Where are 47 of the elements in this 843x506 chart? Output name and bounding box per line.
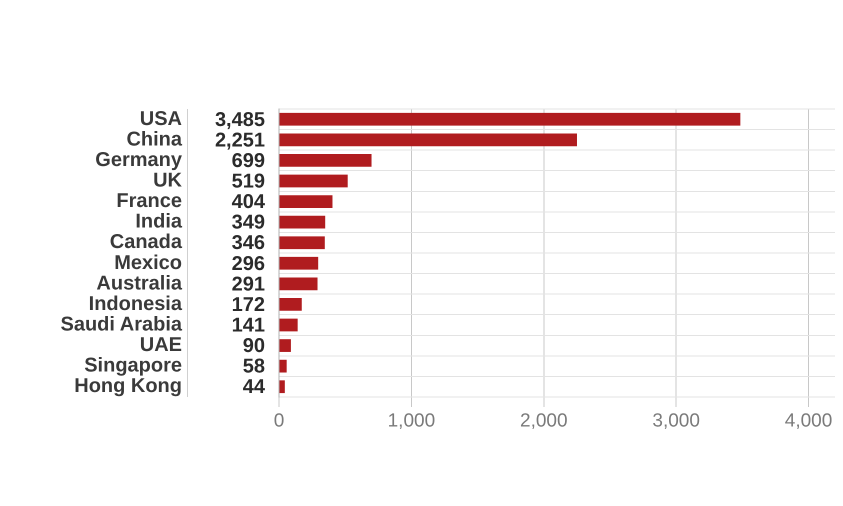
data-label: 90 — [242, 335, 265, 358]
x-tick-label: 0 — [274, 410, 284, 432]
bar — [280, 256, 318, 270]
data-label: 346 — [232, 232, 265, 254]
y-tick-label: USA — [140, 108, 182, 130]
data-label: 141 — [232, 314, 265, 337]
data-label: 404 — [232, 191, 266, 214]
data-label: 296 — [232, 252, 265, 275]
y-tick-label: Singapore — [84, 354, 182, 377]
y-tick-label: Saudi Arabia — [60, 314, 183, 336]
y-tick-label: UK — [153, 170, 183, 192]
bar — [280, 154, 372, 167]
bar — [280, 195, 332, 208]
y-tick-label: Canada — [110, 231, 183, 254]
data-label: 519 — [232, 170, 265, 193]
x-tick-label: 3,000 — [652, 410, 700, 432]
data-label: 3,485 — [214, 108, 265, 131]
bar — [280, 174, 348, 188]
data-label: 58 — [242, 356, 265, 378]
y-tick-label: Hong Kong — [74, 375, 182, 398]
bar — [280, 216, 326, 229]
y-tick-label: Germany — [95, 148, 183, 171]
data-label: 172 — [232, 294, 265, 316]
bar — [280, 112, 740, 126]
y-tick-label: UAE — [140, 334, 182, 356]
bar — [280, 339, 291, 352]
x-tick-label: 1,000 — [388, 410, 436, 432]
bar — [280, 360, 287, 373]
y-tick-label: China — [126, 128, 183, 150]
data-label: 349 — [232, 212, 265, 234]
y-tick-label: Australia — [96, 272, 183, 294]
bar — [280, 298, 302, 311]
bar — [280, 318, 298, 332]
bar — [280, 236, 325, 250]
y-tick-label: Indonesia — [88, 292, 183, 315]
x-tick-label: 4,000 — [784, 410, 832, 432]
data-label: 44 — [242, 376, 266, 398]
data-label: 291 — [232, 273, 265, 296]
data-label: 2,251 — [214, 129, 265, 152]
x-tick-label: 2,000 — [520, 410, 568, 432]
y-tick-label: France — [116, 190, 182, 212]
y-tick-label: India — [135, 210, 183, 233]
y-tick-label: Mexico — [114, 252, 182, 274]
data-label: 699 — [232, 150, 265, 172]
bar — [280, 277, 318, 290]
bar — [280, 133, 577, 146]
bar — [280, 380, 285, 394]
